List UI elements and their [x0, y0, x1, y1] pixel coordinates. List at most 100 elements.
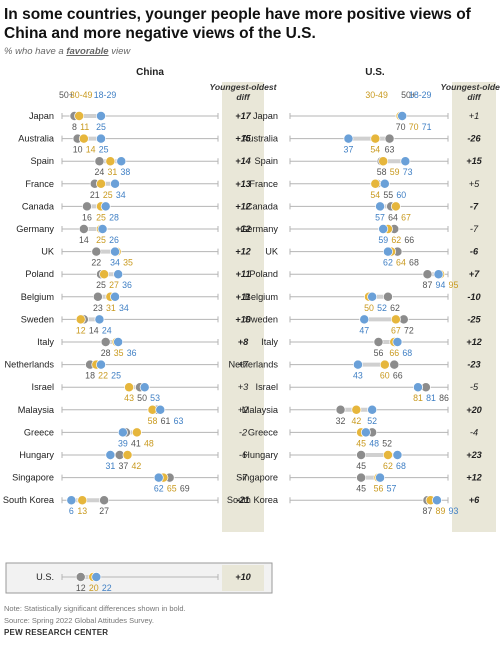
- dot-18-29-us: [431, 495, 442, 506]
- row-label-us: Italy: [261, 337, 278, 347]
- china-panel-title: China: [136, 67, 164, 78]
- value-label-50plus-china: 16: [82, 212, 92, 222]
- value-label-30-49-china: 22: [98, 371, 108, 381]
- value-label-50plus-us: 72: [404, 325, 414, 335]
- value-label-30-49-us: 50: [364, 303, 374, 313]
- subtitle-prefix: % who have a: [4, 46, 67, 57]
- value-label-50plus-china: 22: [91, 258, 101, 268]
- row-label-china: Spain: [31, 156, 55, 166]
- subtitle-suffix: view: [108, 46, 131, 57]
- value-label-18-29-china: 34: [110, 258, 120, 268]
- diff-value-china: +11: [236, 292, 251, 302]
- dot-18-29-us: [400, 156, 411, 167]
- row-label-us: Singapore: [236, 473, 278, 483]
- value-label-30-49-china: 27: [109, 280, 119, 290]
- value-label-30-49-us: 59: [390, 167, 400, 177]
- row-label-china: Sweden: [21, 314, 54, 324]
- diff-value-china: +11: [236, 269, 251, 279]
- dot-50plus-us: [356, 450, 367, 460]
- row-label-china: Canada: [22, 201, 55, 211]
- row-label-us: Sweden: [245, 314, 278, 324]
- value-label-18-29-us: 57: [375, 212, 385, 222]
- value-label-18-29-us: 68: [396, 461, 406, 471]
- row-label-china: UK: [41, 247, 55, 257]
- row-label-china: Malaysia: [18, 405, 55, 415]
- value-label-30-49-china: 58: [148, 416, 158, 426]
- diff-value-us: -10: [467, 292, 481, 302]
- value-label-18-29-china: 22: [102, 583, 112, 593]
- dot-18-29-china: [113, 269, 124, 280]
- diff-value-us: +7: [469, 269, 480, 279]
- value-label-18-29-china: 53: [150, 393, 160, 403]
- value-label-18-29-us: 52: [377, 303, 387, 313]
- dot-18-29-us: [352, 359, 363, 370]
- subtitle-emphasis: favorable: [66, 46, 109, 57]
- dot-18-29-us: [367, 291, 378, 302]
- diff-value-us: +12: [466, 337, 482, 347]
- value-label-18-29-us: 37: [344, 145, 354, 155]
- chart-source: Source: Spring 2022 Global Attitudes Sur…: [4, 616, 154, 625]
- row-label-china: Poland: [25, 269, 54, 279]
- dot-18-29-china: [117, 427, 128, 438]
- value-label-18-29-us: 48: [369, 438, 379, 448]
- value-label-18-29-china: 63: [174, 416, 184, 426]
- row-label-china: South Korea: [3, 495, 55, 505]
- dot-30-49-us: [390, 314, 401, 325]
- value-label-18-29-china: 38: [121, 167, 131, 177]
- value-label-50plus-china: 10: [73, 145, 83, 155]
- diff-value-us: -7: [470, 201, 479, 211]
- row-label-us: South Korea: [227, 495, 279, 505]
- row-label-china: Australia: [18, 134, 55, 144]
- dot-50plus-us: [422, 269, 433, 280]
- us-diff-header-line1: Youngest-oldest: [441, 82, 500, 92]
- value-label-18-29-china: 31: [105, 461, 115, 471]
- value-label-50plus-china: 12: [76, 583, 86, 593]
- value-label-50plus-china: 24: [95, 167, 105, 177]
- diff-value-china: +7: [238, 360, 249, 370]
- value-label-18-29-us: 47: [359, 325, 369, 335]
- dot-18-29-china: [97, 224, 108, 234]
- row-label-us: Greece: [248, 427, 278, 437]
- value-label-50plus-us: 32: [336, 416, 346, 426]
- diff-value-china: -6: [239, 450, 248, 460]
- row-label-us: Belgium: [245, 292, 279, 302]
- diff-value-us: -5: [470, 382, 479, 392]
- dot-30-49-us: [390, 201, 401, 212]
- value-label-18-29-china: 25: [99, 145, 109, 155]
- dot-18-29-china: [110, 246, 120, 257]
- dot-50plus-us: [356, 472, 367, 483]
- value-label-30-49-us: 56: [374, 484, 384, 494]
- value-label-30-49-china: 48: [144, 438, 154, 448]
- diff-value-china: +10: [235, 572, 251, 582]
- value-label-50plus-us: 66: [404, 235, 414, 245]
- value-label-50plus-us: 86: [439, 393, 449, 403]
- dot-18-29-china: [155, 404, 166, 415]
- dot-30-49-china: [124, 382, 135, 393]
- value-label-18-29-china: 36: [122, 280, 132, 290]
- value-label-18-29-china: 25: [111, 371, 121, 381]
- value-label-18-29-china: 34: [119, 303, 129, 313]
- value-label-30-49-us: 45: [356, 438, 366, 448]
- legend-label-18-29-china: 18-29: [94, 90, 117, 100]
- value-label-18-29-us: 81: [426, 393, 436, 403]
- diff-value-us: +23: [466, 450, 482, 460]
- value-label-18-29-china: 36: [127, 348, 137, 358]
- dot-50plus-china: [94, 156, 105, 167]
- row-label-china: Israel: [32, 382, 54, 392]
- value-label-50plus-china: 41: [131, 438, 141, 448]
- dot-30-49-china: [78, 133, 89, 144]
- us-diff-bg: [222, 565, 264, 591]
- dot-50plus-china: [82, 201, 92, 212]
- value-label-18-29-us: 93: [449, 506, 459, 516]
- dot-50plus-china: [78, 224, 89, 234]
- value-label-30-49-us: 54: [370, 145, 380, 155]
- value-label-50plus-us: 87: [423, 280, 433, 290]
- value-label-50plus-china: 28: [101, 348, 111, 358]
- value-label-30-49-us: 67: [391, 325, 401, 335]
- value-label-30-49-us: 66: [389, 348, 399, 358]
- dot-18-29-china: [66, 495, 77, 506]
- row-label-us: Malaysia: [242, 405, 279, 415]
- value-label-30-49-china: 25: [96, 235, 106, 245]
- chart-title: In some countries, younger people have m…: [4, 6, 471, 42]
